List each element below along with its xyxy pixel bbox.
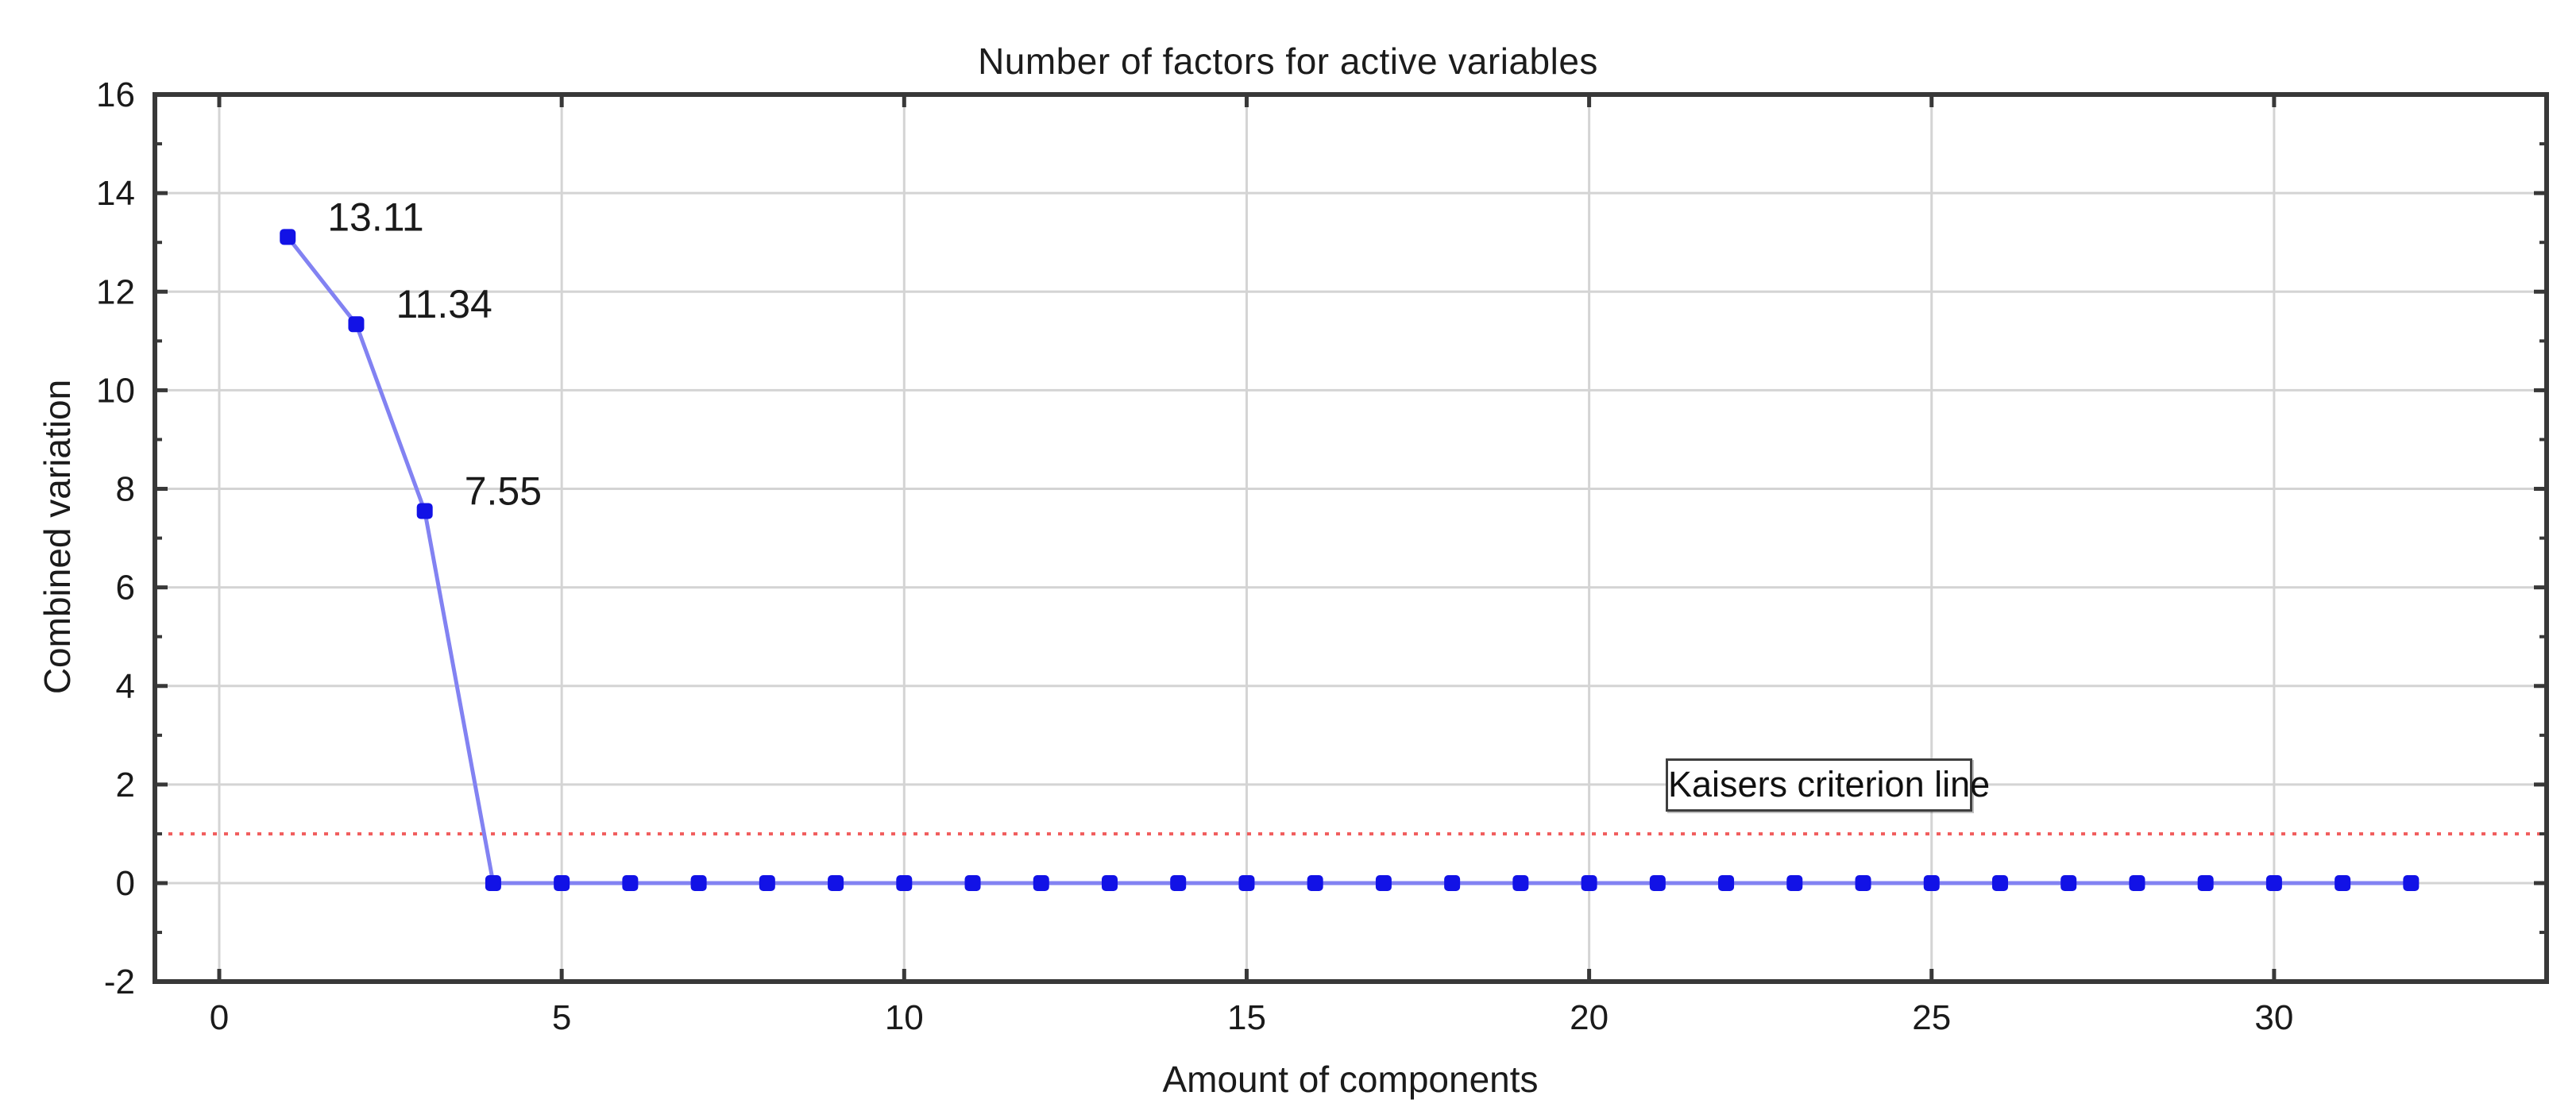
- x-tick-label-15: 15: [1227, 998, 1266, 1037]
- y-tick-label-2: 2: [116, 766, 135, 804]
- data-point-28: [2129, 875, 2145, 891]
- data-point-31: [2335, 875, 2351, 891]
- data-point-7: [690, 875, 707, 891]
- data-point-12: [1033, 875, 1049, 891]
- chart-title: Number of factors for active variables: [978, 41, 1598, 82]
- data-point-26: [1991, 875, 2008, 891]
- x-tick-label-5: 5: [552, 998, 571, 1037]
- plot-border: [153, 92, 2549, 984]
- series-line: [286, 235, 2412, 885]
- x-tick-label-25: 25: [1912, 998, 1951, 1037]
- data-point-2: [348, 316, 365, 333]
- data-point-29: [2197, 875, 2214, 891]
- data-point-4: [485, 875, 501, 891]
- y-tick-label--2: -2: [104, 963, 135, 1001]
- y-tick-label-10: 10: [96, 371, 135, 410]
- data-point-18: [1444, 875, 1461, 891]
- x-tick-label-20: 20: [1570, 998, 1609, 1037]
- data-point-13: [1101, 875, 1118, 891]
- data-point-label-1: 13.11: [327, 195, 423, 239]
- kaiser-criterion-label-box: Kaisers criterion line: [1666, 758, 1990, 812]
- data-point-17: [1375, 875, 1392, 891]
- data-point-label-2: 11.34: [396, 282, 492, 326]
- data-point-8: [759, 875, 775, 891]
- data-point-10: [896, 875, 913, 891]
- y-tick-label-8: 8: [116, 470, 135, 509]
- y-tick-label-14: 14: [96, 174, 135, 213]
- y-tick-label-12: 12: [96, 272, 135, 311]
- y-axis-title: Combined variation: [37, 379, 78, 695]
- y-tick-label-0: 0: [116, 864, 135, 903]
- data-point-32: [2403, 875, 2420, 891]
- data-point-22: [1718, 875, 1735, 891]
- data-point-27: [2060, 875, 2077, 891]
- y-tick-label-16: 16: [96, 75, 135, 114]
- x-tick-label-30: 30: [2254, 998, 2293, 1037]
- data-point-16: [1307, 875, 1323, 891]
- data-point-5: [554, 875, 570, 891]
- data-point-11: [964, 875, 981, 891]
- x-axis-title: Amount of components: [1162, 1059, 1539, 1100]
- data-point-30: [2265, 875, 2282, 891]
- data-point-label-3: 7.55: [465, 469, 542, 513]
- data-point-15: [1238, 875, 1255, 891]
- x-tick-label-0: 0: [210, 998, 229, 1037]
- data-point-24: [1855, 875, 1871, 891]
- data-point-3: [416, 503, 433, 519]
- data-point-9: [828, 875, 844, 891]
- data-point-14: [1170, 875, 1187, 891]
- x-tick-label-10: 10: [885, 998, 924, 1037]
- data-point-25: [1923, 875, 1940, 891]
- data-point-21: [1649, 875, 1666, 891]
- data-point-19: [1512, 875, 1529, 891]
- data-point-23: [1786, 875, 1803, 891]
- data-point-6: [622, 875, 639, 891]
- y-tick-label-6: 6: [116, 569, 135, 608]
- y-tick-label-4: 4: [116, 667, 135, 706]
- data-point-1: [280, 229, 296, 245]
- data-point-20: [1581, 875, 1597, 891]
